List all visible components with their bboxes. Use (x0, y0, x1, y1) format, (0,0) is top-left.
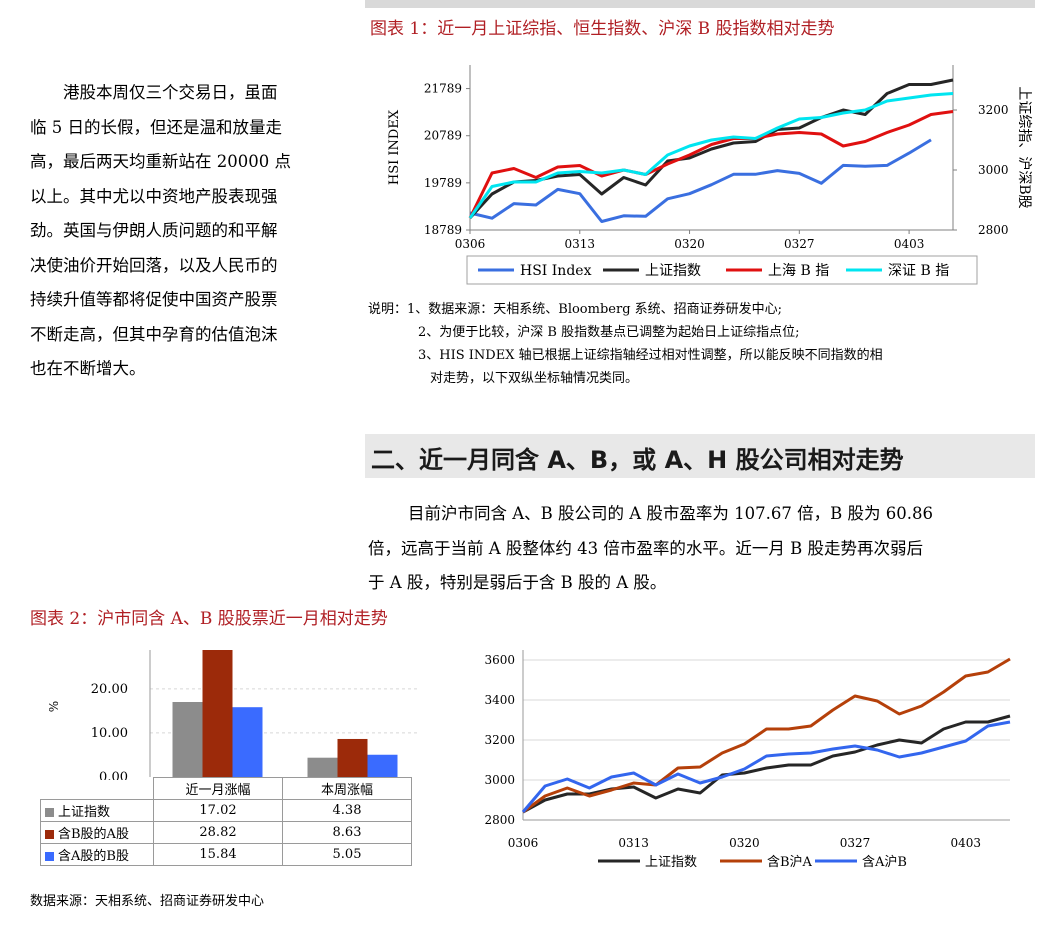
note-line: 2、为便于比较，沪深 B 股指数基点已调整为起始日上证综指点位; (418, 325, 800, 340)
chart1-legend-box (466, 255, 978, 285)
legend-label: HSI Index (520, 263, 592, 279)
series-name: 上证指数 (58, 805, 111, 820)
legend-label: 上证指数 (645, 855, 697, 870)
left-paragraph: 港股本周仅三个交易日，虽面 临 5 日的长假，但还是温和放量走 高，最后两天均重… (30, 76, 352, 387)
paragraph-line: 临 5 日的长假，但还是温和放量走 (30, 117, 282, 137)
legend-label: 深证 B 指 (888, 263, 949, 279)
y-tick-label: 2800 (484, 813, 515, 827)
y-tick-label-right: 3000 (978, 163, 1009, 177)
x-tick-label: 0327 (840, 836, 871, 850)
table-cell: 5.05 (282, 843, 412, 866)
table-cell: 17.02 (153, 799, 283, 822)
y-tick-label-left: 20789 (424, 129, 462, 143)
paragraph-line: 港股本周仅三个交易日，虽面 (63, 83, 278, 102)
bar-data-table: 近一月涨幅 本周涨幅 上证指数 17.02 4.38 含B股的A股 28.82 … (40, 777, 412, 866)
series-label: 上证指数 (40, 799, 154, 822)
legend-label: 含A沪B (862, 854, 907, 870)
series-line (469, 138, 932, 223)
y-axis-label-right: 上证综指、沪深B股 (1016, 86, 1032, 208)
figure2-title: 图表 2：沪市同含 A、B 股股票近一月相对走势 (30, 609, 388, 629)
table-row: 含B股的A股 28.82 8.63 (40, 821, 412, 844)
y-tick-label-left: 19789 (424, 176, 462, 190)
figure1-notes: 说明：1、数据来源：天相系统、Bloomberg 系统、招商证券研发中心; 2、… (368, 298, 1058, 390)
y-tick-label: 3200 (484, 733, 515, 747)
table-header-cell: 近一月涨幅 (153, 777, 283, 800)
legend-label: 含B沪A (767, 854, 813, 870)
table-cell: 15.84 (153, 843, 283, 866)
paragraph-line: 持续升值等都将促使中国资产股票 (30, 290, 278, 309)
y-tick-label: 3000 (484, 773, 515, 787)
figure2-source: 数据来源：天相系统、招商证券研发中心 (30, 894, 265, 909)
table-row: 上证指数 17.02 4.38 (40, 799, 412, 822)
y-axis-label-left: HSI INDEX (387, 109, 402, 185)
figure1-title: 图表 1：近一月上证综指、恒生指数、沪深 B 股指数相对走势 (370, 19, 835, 39)
y-tick-label-left: 18789 (424, 223, 462, 237)
series-label: 含B股的A股 (40, 821, 154, 844)
table-cell: 8.63 (282, 821, 412, 844)
note-line: 3、HIS INDEX 轴已根据上证综指轴经过相对性调整，所以能反映不同指数的相 (418, 348, 883, 363)
x-tick-label: 0403 (894, 237, 925, 251)
paragraph-line: 高，最后两天均重新站在 20000 点 (30, 152, 291, 171)
series-name: 含B股的A股 (58, 827, 129, 842)
y-tick-label: 3600 (484, 653, 515, 667)
x-tick-label: 0320 (674, 237, 705, 251)
chart3-line-chart: 2800 3000 3200 3400 3600 0306 0313 0320 0327 0403… (484, 650, 1011, 870)
section-heading: 二、近一月同含 A、B，或 A、H 股公司相对走势 (365, 434, 1035, 478)
x-tick-label: 0313 (564, 237, 595, 251)
y-tick-label: 10.00 (91, 726, 128, 741)
series-line (468, 110, 954, 219)
y-tick-label-left: 21789 (424, 82, 462, 96)
legend-swatch (45, 808, 54, 817)
y-tick-label: 0.00 (99, 770, 128, 780)
paragraph-line: 劲。英国与伊朗人质问题的和平解 (30, 221, 278, 240)
series-line (468, 78, 954, 220)
y-axis-label: % (47, 701, 61, 712)
table-cell: 4.38 (282, 799, 412, 822)
chart2-bar-chart: 0.00 10.00 20.00% (47, 650, 420, 780)
paragraph-line: 以上。其中尤以中资地产股表现强 (30, 186, 278, 206)
y-tick-label: 3400 (484, 693, 515, 707)
bar (202, 650, 233, 777)
paragraph-line: 于 A 股，特别是弱后于含 B 股的 A 股。 (368, 573, 667, 592)
y-tick-label-right: 2800 (978, 223, 1009, 237)
paragraph-line: 不断走高，但其中孕育的估值泡沫 (30, 324, 278, 344)
table-header-row: 近一月涨幅 本周涨幅 (41, 777, 412, 800)
section-heading-text: 二、近一月同含 A、B，或 A、H 股公司相对走势 (371, 446, 904, 474)
x-tick-label: 0403 (950, 836, 981, 850)
table-cell: 28.82 (153, 821, 283, 844)
chart1-line-chart: 18789 19789 20789 21789 2800 3000 3200 0306 0313… (387, 65, 1032, 285)
x-tick-label: 0327 (784, 237, 815, 251)
legend-label: 上证指数 (645, 263, 701, 279)
bar (172, 701, 203, 777)
series-name: 含A股的B股 (58, 849, 129, 864)
bar (232, 707, 263, 777)
x-tick-label: 0320 (729, 836, 760, 850)
paragraph-line: 倍，远高于当前 A 股整体约 43 倍市盈率的水平。近一月 B 股走势再次弱后 (368, 538, 924, 558)
x-tick-label: 0306 (455, 237, 486, 251)
note-line: 说明：1、数据来源：天相系统、Bloomberg 系统、招商证券研发中心; (368, 302, 783, 317)
paragraph-line: 也在不断增大。 (30, 359, 146, 378)
series-line (521, 720, 1011, 813)
table-header-cell: 本周涨幅 (282, 777, 412, 800)
x-tick-label: 0306 (508, 836, 539, 850)
bar (367, 754, 398, 777)
series-line (468, 92, 954, 219)
y-tick-label: 20.00 (91, 682, 128, 697)
series-line (522, 657, 1011, 814)
legend-swatch (45, 852, 54, 861)
series-label: 含A股的B股 (40, 843, 154, 866)
note-line: 对走势，以下双纵坐标轴情况类同。 (430, 371, 639, 386)
paragraph-line: 决使油价开始回落，以及人民币的 (30, 255, 278, 275)
top-bar (365, 0, 1035, 8)
bar (337, 738, 368, 777)
paragraph-line: 目前沪市同含 A、B 股公司的 A 股市盈率为 107.67 倍，B 股为 60… (408, 504, 934, 523)
legend-label: 上海 B 指 (768, 263, 829, 279)
legend-swatch (45, 830, 54, 839)
table-row: 含A股的B股 15.84 5.05 (40, 843, 412, 866)
y-tick-label-right: 3200 (978, 103, 1009, 117)
bar (307, 757, 338, 777)
section-paragraph: 目前沪市同含 A、B 股公司的 A 股市盈率为 107.67 倍，B 股为 60… (368, 497, 1032, 601)
x-tick-label: 0313 (618, 836, 649, 850)
